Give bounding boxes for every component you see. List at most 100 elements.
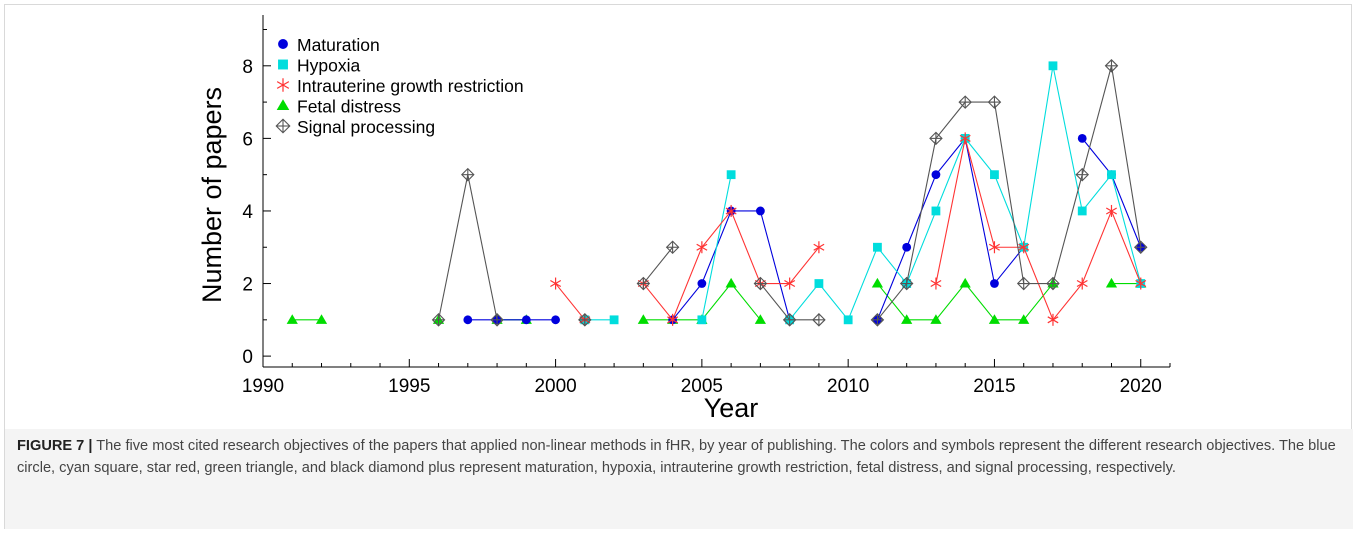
x-tick-label: 2000 bbox=[534, 376, 576, 397]
data-point-hypoxia bbox=[814, 279, 824, 288]
chart-area: 1990 1995 2000 2005 2010 2015 2020 0 2 4 6 8 Matura… bbox=[5, 5, 1353, 425]
data-point-maturation bbox=[931, 170, 941, 180]
legend-marker-maturation bbox=[278, 39, 288, 49]
data-point-hypoxia bbox=[843, 315, 853, 325]
data-point-hypoxia bbox=[1048, 61, 1058, 71]
data-point-signal-processing bbox=[870, 313, 885, 327]
data-point-fetal-distress bbox=[988, 314, 1001, 324]
data-point-intrauterine-growth-restriction bbox=[1076, 277, 1088, 290]
data-point-signal-processing bbox=[1133, 240, 1148, 255]
data-point-fetal-distress bbox=[754, 314, 766, 324]
data-point-intrauterine-growth-restriction bbox=[550, 277, 562, 290]
figure-caption-text: The five most cited research objectives … bbox=[17, 438, 1336, 476]
data-point-fetal-distress bbox=[959, 277, 971, 288]
data-point-signal-processing bbox=[578, 313, 592, 327]
data-point-fetal-distress bbox=[286, 314, 298, 324]
series-line-signal-processing bbox=[642, 246, 674, 284]
series-line-fetal-distress bbox=[876, 282, 1054, 321]
series-layer bbox=[286, 59, 1148, 327]
data-point-hypoxia bbox=[990, 170, 999, 180]
data-point-signal-processing bbox=[1046, 276, 1060, 291]
series-line-signal-processing bbox=[438, 174, 498, 320]
axes: 1990 1995 2000 2005 2010 2015 2020 0 2 4 6 8 bbox=[242, 15, 1171, 397]
data-point-maturation bbox=[521, 315, 531, 325]
figure-label: FIGURE 7 | bbox=[17, 438, 93, 454]
data-point-signal-processing bbox=[782, 313, 797, 327]
y-tick-label: 8 bbox=[242, 57, 253, 78]
data-point-signal-processing bbox=[987, 95, 1002, 109]
data-point-fetal-distress bbox=[930, 314, 942, 324]
data-point-intrauterine-growth-restriction bbox=[696, 241, 708, 254]
series-fetal-distress bbox=[286, 277, 1147, 324]
data-point-intrauterine-growth-restriction bbox=[813, 241, 825, 254]
data-point-intrauterine-growth-restriction bbox=[1135, 277, 1147, 290]
data-point-maturation bbox=[990, 279, 999, 288]
y-tick-label: 6 bbox=[242, 129, 253, 150]
data-point-maturation bbox=[1077, 133, 1087, 143]
data-point-signal-processing bbox=[665, 240, 680, 255]
series-line-intrauterine-growth-restriction bbox=[642, 209, 820, 321]
y-tick-label: 4 bbox=[242, 202, 253, 223]
data-point-intrauterine-growth-restriction bbox=[930, 277, 942, 290]
data-point-intrauterine-growth-restriction bbox=[667, 313, 679, 326]
legend-marker-hypoxia bbox=[278, 59, 288, 70]
data-point-hypoxia bbox=[697, 315, 707, 325]
series-hypoxia bbox=[580, 61, 1146, 325]
data-point-signal-processing bbox=[1104, 59, 1119, 73]
data-point-signal-processing bbox=[753, 276, 768, 291]
data-point-maturation bbox=[755, 206, 765, 216]
legend-label-hypoxia: Hypoxia bbox=[297, 56, 360, 76]
data-point-maturation bbox=[551, 315, 560, 325]
legend-entry-intrauterine-growth-restriction: Intrauterine growth restriction bbox=[276, 76, 524, 96]
legend-label-intrauterine-growth-restriction: Intrauterine growth restriction bbox=[297, 76, 524, 96]
x-tick-label: 1995 bbox=[388, 376, 430, 397]
data-point-hypoxia bbox=[1107, 170, 1116, 180]
data-point-fetal-distress bbox=[637, 314, 649, 324]
legend-marker-fetal-distress bbox=[276, 99, 290, 110]
legend-label-maturation: Maturation bbox=[297, 35, 380, 55]
x-tick-label: 1990 bbox=[242, 376, 284, 397]
data-point-maturation bbox=[902, 242, 912, 252]
series-line-intrauterine-growth-restriction bbox=[555, 283, 586, 321]
series-intrauterine-growth-restriction bbox=[550, 132, 1147, 326]
data-point-maturation bbox=[697, 279, 707, 288]
data-point-fetal-distress bbox=[1105, 277, 1118, 288]
legend-label-fetal-distress: Fetal distress bbox=[297, 97, 401, 117]
data-point-hypoxia bbox=[1077, 206, 1087, 216]
series-line-maturation bbox=[672, 210, 791, 321]
line-chart: 1990 1995 2000 2005 2010 2015 2020 0 2 4 6 8 Matura… bbox=[197, 15, 1171, 423]
legend-marker-intrauterine-growth-restriction bbox=[276, 78, 290, 92]
data-point-signal-processing bbox=[636, 276, 651, 291]
data-point-hypoxia bbox=[726, 170, 736, 180]
legend-label-signal-processing: Signal processing bbox=[297, 117, 435, 137]
legend-entry-fetal-distress: Fetal distress bbox=[276, 97, 401, 117]
data-point-signal-processing bbox=[461, 167, 475, 182]
series-signal-processing bbox=[431, 59, 1148, 327]
data-point-fetal-distress bbox=[725, 277, 737, 288]
x-tick-label: 2015 bbox=[973, 376, 1015, 397]
data-point-intrauterine-growth-restriction bbox=[784, 277, 796, 290]
x-tick-label: 2005 bbox=[681, 376, 723, 397]
series-line-signal-processing bbox=[876, 65, 1142, 321]
figure-caption: FIGURE 7 | The five most cited research … bbox=[17, 435, 1339, 479]
data-point-fetal-distress bbox=[901, 314, 913, 324]
series-line-hypoxia bbox=[701, 174, 732, 320]
data-point-signal-processing bbox=[899, 276, 914, 291]
y-tick-label: 0 bbox=[242, 347, 253, 368]
y-axis-label: Number of papers bbox=[197, 87, 227, 303]
legend-entry-signal-processing: Signal processing bbox=[275, 117, 435, 137]
data-point-signal-processing bbox=[812, 313, 826, 327]
data-point-signal-processing bbox=[431, 313, 446, 327]
data-point-hypoxia bbox=[873, 242, 882, 252]
series-line-intrauterine-growth-restriction bbox=[935, 138, 1142, 321]
x-tick-label: 2020 bbox=[1120, 376, 1162, 397]
data-point-signal-processing bbox=[958, 95, 972, 109]
legend-marker-signal-processing bbox=[275, 118, 291, 134]
x-tick-label: 2010 bbox=[827, 376, 869, 397]
data-point-fetal-distress bbox=[1018, 314, 1030, 324]
data-point-signal-processing bbox=[1016, 276, 1031, 291]
data-point-intrauterine-growth-restriction bbox=[725, 204, 737, 217]
caption-block: FIGURE 7 | The five most cited research … bbox=[5, 429, 1353, 529]
data-point-intrauterine-growth-restriction bbox=[1047, 313, 1059, 326]
